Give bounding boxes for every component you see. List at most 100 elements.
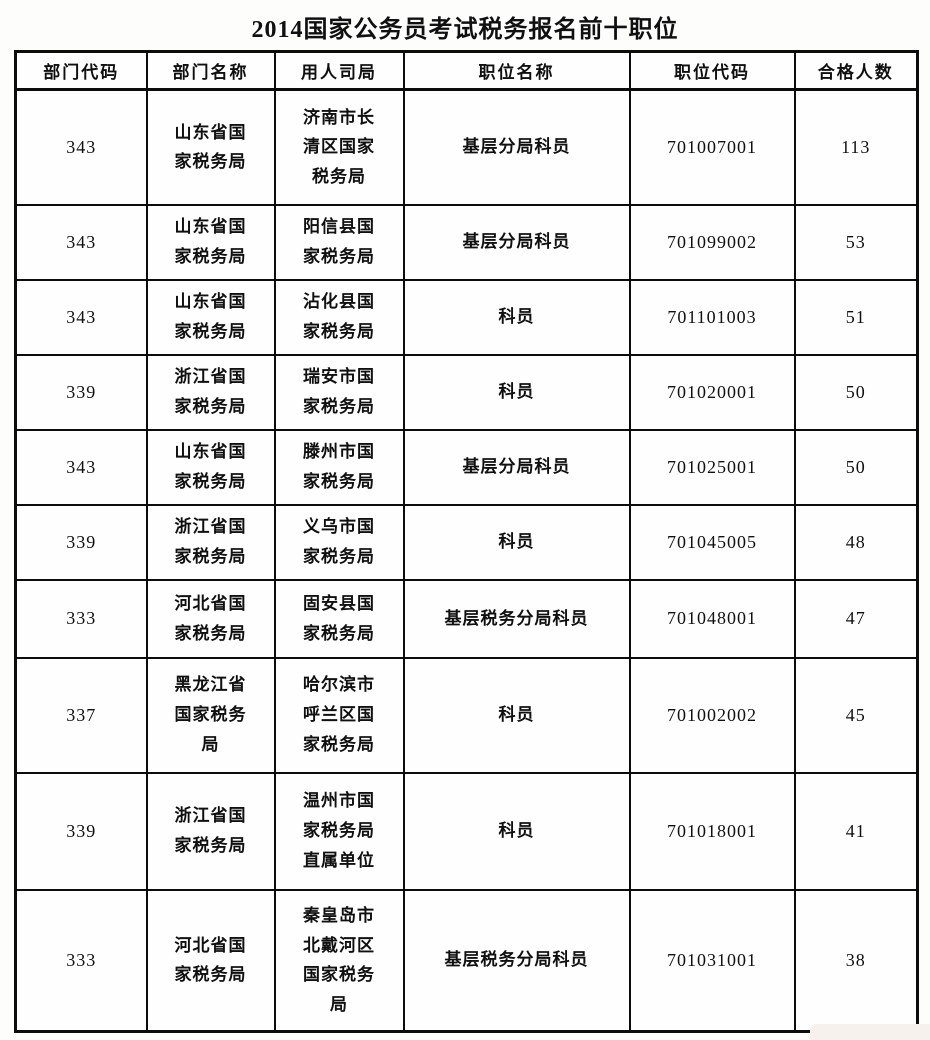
table-row: 343 山东省国家税务局 沾化县国家税务局 科员 701101003 51 bbox=[14, 278, 919, 356]
cell-text: 义乌市国家税务局 bbox=[303, 517, 375, 566]
table-cell: 45 bbox=[793, 656, 919, 774]
cell-text: 温州市国家税务局直属单位 bbox=[303, 791, 375, 870]
table-cell: 温州市国家税务局直属单位 bbox=[273, 771, 405, 891]
table-cell: 50 bbox=[793, 353, 919, 431]
table-cell: 秦皇岛市北戴河区国家税务局 bbox=[273, 888, 405, 1033]
cell-text: 浙江省国家税务局 bbox=[174, 517, 247, 566]
table-cell: 科员 bbox=[402, 278, 631, 356]
table-cell: 黑龙江省国家税务局 bbox=[145, 656, 276, 774]
cell-text: 山东省国家税务局 bbox=[174, 292, 247, 341]
table-cell: 701045005 bbox=[628, 503, 796, 581]
table-cell: 53 bbox=[793, 203, 919, 281]
table-row: 343 山东省国家税务局 阳信县国家税务局 基层分局科员 701099002 53 bbox=[14, 203, 919, 281]
table-cell: 48 bbox=[793, 503, 919, 581]
table-cell: 339 bbox=[14, 503, 148, 581]
table-cell: 阳信县国家税务局 bbox=[273, 203, 405, 281]
table-cell: 滕州市国家税务局 bbox=[273, 428, 405, 506]
table-cell: 701002002 bbox=[628, 656, 796, 774]
table-row: 339 浙江省国家税务局 瑞安市国家税务局 科员 701020001 50 bbox=[14, 353, 919, 431]
table-cell: 固安县国家税务局 bbox=[273, 578, 405, 659]
table-row: 339 浙江省国家税务局 温州市国家税务局直属单位 科员 701018001 41 bbox=[14, 771, 919, 891]
table-cell: 科员 bbox=[402, 771, 631, 891]
table-cell: 基层分局科员 bbox=[402, 203, 631, 281]
column-header: 合格人数 bbox=[793, 50, 919, 91]
table-cell: 333 bbox=[14, 888, 148, 1033]
column-header: 用人司局 bbox=[273, 50, 405, 91]
table-cell: 339 bbox=[14, 353, 148, 431]
cell-text: 阳信县国家税务局 bbox=[303, 217, 375, 266]
column-header: 部门名称 bbox=[145, 50, 276, 91]
table-cell: 基层分局科员 bbox=[402, 428, 631, 506]
cell-text: 山东省国家税务局 bbox=[174, 442, 247, 491]
table-cell: 701048001 bbox=[628, 578, 796, 659]
cell-text: 河北省国家税务局 bbox=[174, 593, 247, 643]
table-cell: 701099002 bbox=[628, 203, 796, 281]
table-cell: 51 bbox=[793, 278, 919, 356]
table-cell: 河北省国家税务局 bbox=[145, 578, 276, 659]
cell-text: 沾化县国家税务局 bbox=[303, 292, 375, 341]
table-cell: 38 bbox=[793, 888, 919, 1033]
table-cell: 山东省国家税务局 bbox=[145, 278, 276, 356]
header-row: 部门代码 部门名称 用人司局 职位名称 职位代码 合格人数 bbox=[14, 50, 919, 91]
table-cell: 701020001 bbox=[628, 353, 796, 431]
table-cell: 瑞安市国家税务局 bbox=[273, 353, 405, 431]
table-row: 333 河北省国家税务局 固安县国家税务局 基层税务分局科员 701048001 47 bbox=[14, 578, 919, 659]
positions-table: 部门代码 部门名称 用人司局 职位名称 职位代码 合格人数 343 山东省国家税务局 济南市长… bbox=[14, 50, 919, 1033]
cell-text: 哈尔滨市呼兰区国家税务局 bbox=[303, 675, 375, 754]
table-cell: 基层税务分局科员 bbox=[402, 888, 631, 1033]
document-page: 2014国家公务员考试税务报名前十职位 部门代码 部门名称 用人司局 职位名称 职位代码… bbox=[0, 9, 930, 1040]
table-row: 339 浙江省国家税务局 义乌市国家税务局 科员 701045005 48 bbox=[14, 503, 919, 581]
table-cell: 科员 bbox=[402, 656, 631, 774]
cell-text: 河北省国家税务局 bbox=[174, 935, 247, 985]
table-cell: 浙江省国家税务局 bbox=[145, 503, 276, 581]
table-cell: 701018001 bbox=[628, 771, 796, 891]
table-cell: 701025001 bbox=[628, 428, 796, 506]
table-cell: 基层分局科员 bbox=[402, 88, 631, 206]
table-cell: 333 bbox=[14, 578, 148, 659]
column-header: 职位代码 bbox=[628, 50, 796, 91]
table-cell: 科员 bbox=[402, 503, 631, 581]
table-cell: 701031001 bbox=[628, 888, 796, 1033]
table-cell: 科员 bbox=[402, 353, 631, 431]
page-title: 2014国家公务员考试税务报名前十职位 bbox=[251, 17, 679, 43]
cell-text: 滕州市国家税务局 bbox=[303, 442, 375, 491]
table-cell: 50 bbox=[793, 428, 919, 506]
cell-text: 山东省国家税务局 bbox=[174, 122, 247, 172]
table-cell: 哈尔滨市呼兰区国家税务局 bbox=[273, 656, 405, 774]
corner-watermark-smudge bbox=[810, 1024, 930, 1040]
cell-text: 济南市长清区国家税务局 bbox=[303, 107, 375, 187]
table-cell: 343 bbox=[14, 88, 148, 206]
cell-text: 瑞安市国家税务局 bbox=[303, 367, 375, 416]
table-cell: 343 bbox=[14, 428, 148, 506]
table-cell: 113 bbox=[793, 88, 919, 206]
table-row: 343 山东省国家税务局 滕州市国家税务局 基层分局科员 701025001 50 bbox=[14, 428, 919, 506]
table-cell: 701101003 bbox=[628, 278, 796, 356]
table-cell: 47 bbox=[793, 578, 919, 659]
column-header: 部门代码 bbox=[14, 50, 148, 91]
cell-text: 山东省国家税务局 bbox=[174, 217, 247, 266]
table-row: 337 黑龙江省国家税务局 哈尔滨市呼兰区国家税务局 科员 701002002 45 bbox=[14, 656, 919, 774]
cell-text: 固安县国家税务局 bbox=[303, 593, 375, 643]
cell-text: 秦皇岛市北戴河区国家税务局 bbox=[303, 905, 375, 1014]
table-cell: 701007001 bbox=[628, 88, 796, 206]
table-row: 333 河北省国家税务局 秦皇岛市北戴河区国家税务局 基层税务分局科员 70103100… bbox=[14, 888, 919, 1033]
table-row: 343 山东省国家税务局 济南市长清区国家税务局 基层分局科员 701007001 113 bbox=[14, 88, 919, 206]
table-cell: 河北省国家税务局 bbox=[145, 888, 276, 1033]
table-cell: 济南市长清区国家税务局 bbox=[273, 88, 405, 206]
table-cell: 浙江省国家税务局 bbox=[145, 771, 276, 891]
table-cell: 浙江省国家税务局 bbox=[145, 353, 276, 431]
cell-text: 浙江省国家税务局 bbox=[174, 367, 247, 416]
table-cell: 343 bbox=[14, 278, 148, 356]
table-header: 部门代码 部门名称 用人司局 职位名称 职位代码 合格人数 bbox=[14, 50, 919, 91]
table-cell: 339 bbox=[14, 771, 148, 891]
cell-text: 黑龙江省国家税务局 bbox=[174, 675, 247, 754]
table-cell: 基层税务分局科员 bbox=[402, 578, 631, 659]
table-cell: 山东省国家税务局 bbox=[145, 88, 276, 206]
table-cell: 343 bbox=[14, 203, 148, 281]
column-header: 职位名称 bbox=[402, 50, 631, 91]
table-body: 343 山东省国家税务局 济南市长清区国家税务局 基层分局科员 701007001 113… bbox=[14, 88, 919, 1033]
table-cell: 山东省国家税务局 bbox=[145, 203, 276, 281]
table-cell: 337 bbox=[14, 656, 148, 774]
table-cell: 沾化县国家税务局 bbox=[273, 278, 405, 356]
table-cell: 41 bbox=[793, 771, 919, 891]
